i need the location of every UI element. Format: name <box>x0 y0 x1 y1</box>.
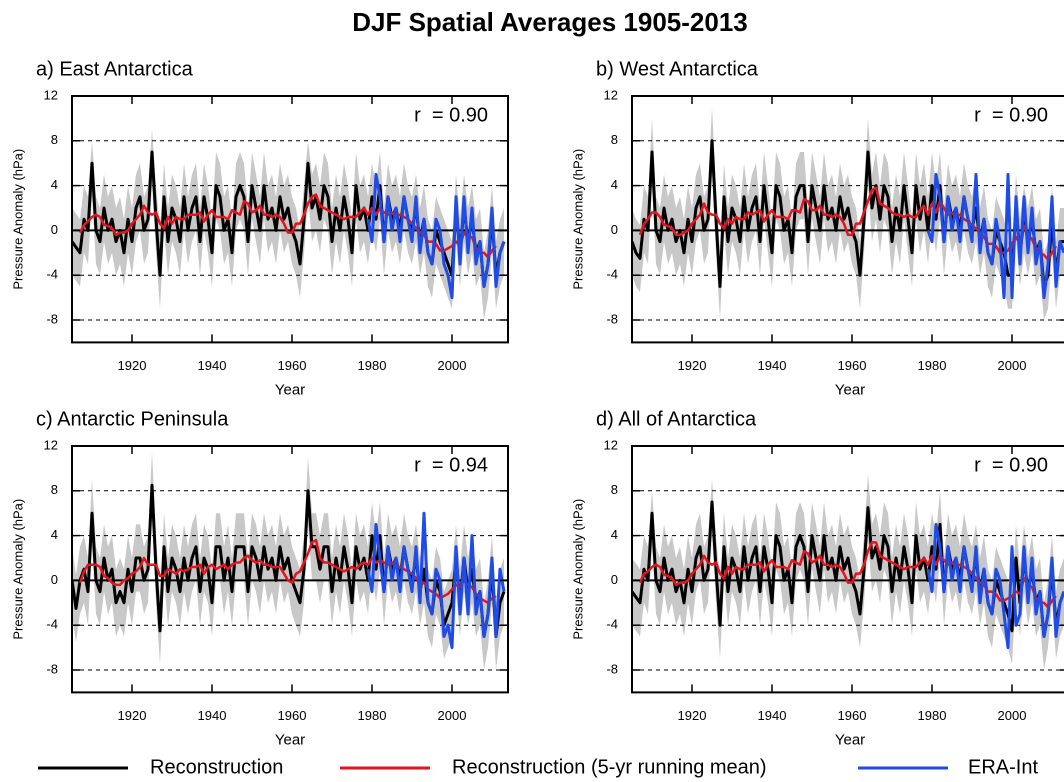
x-tick-label: 1960 <box>838 708 867 723</box>
y-tick-label: -4 <box>606 267 618 282</box>
plot-area <box>72 446 508 671</box>
x-tick-label: 1940 <box>198 358 227 373</box>
y-tick-label: -4 <box>46 617 58 632</box>
plot-area <box>632 96 1064 321</box>
plot-frame <box>71 445 509 694</box>
plot-area <box>72 96 508 321</box>
series-line <box>366 511 506 650</box>
x-tick-label: 2000 <box>438 358 467 373</box>
x-tick-label: 1980 <box>918 708 947 723</box>
legend-label: Reconstruction (5-yr running mean) <box>452 756 767 778</box>
y-tick-label: 0 <box>611 222 618 237</box>
plot-frame <box>631 445 1064 694</box>
y-tick-label: -8 <box>46 311 58 326</box>
plot-frame <box>631 95 1064 344</box>
uncertainty-band <box>632 474 1064 670</box>
x-tick-label: 1920 <box>678 358 707 373</box>
figure-title: DJF Spatial Averages 1905-2013 <box>352 7 748 37</box>
y-axis-label: Pressure Anomaly (hPa) <box>570 499 585 640</box>
x-axis-label: Year <box>835 731 865 748</box>
y-tick-label: 4 <box>51 177 58 192</box>
x-tick-label: 1920 <box>678 708 707 723</box>
y-tick-label: 12 <box>44 437 58 452</box>
annotation: r = 0.94 <box>414 454 488 476</box>
y-tick-label: -8 <box>606 311 618 326</box>
series-line <box>926 172 1064 300</box>
x-tick-label: 1920 <box>118 708 147 723</box>
annotation: r = 0.90 <box>974 454 1048 476</box>
y-tick-label: 0 <box>51 222 58 237</box>
x-tick-label: 1980 <box>918 358 947 373</box>
panel-title: d) All of Antarctica <box>596 408 757 430</box>
y-tick-label: -8 <box>46 661 58 676</box>
y-tick-label: 0 <box>51 572 58 587</box>
annotation: r = 0.90 <box>414 104 488 126</box>
y-tick-label: 4 <box>611 177 618 192</box>
panel-title: c) Antarctic Peninsula <box>36 408 229 430</box>
series-line <box>926 522 1064 650</box>
y-tick-label: 12 <box>604 87 618 102</box>
annotation: r = 0.90 <box>974 104 1048 126</box>
x-tick-label: 1940 <box>198 708 227 723</box>
x-axis-label: Year <box>835 381 865 398</box>
x-tick-label: 1960 <box>838 358 867 373</box>
x-tick-label: 1980 <box>358 358 387 373</box>
series-line <box>366 172 506 300</box>
x-tick-label: 1920 <box>118 358 147 373</box>
plot-frame <box>71 95 509 344</box>
legend-label: ERA-Int <box>968 756 1038 778</box>
y-tick-label: 0 <box>611 572 618 587</box>
y-axis-label: Pressure Anomaly (hPa) <box>570 149 585 290</box>
y-tick-label: 12 <box>44 87 58 102</box>
y-axis-label: Pressure Anomaly (hPa) <box>10 149 25 290</box>
y-tick-label: -4 <box>606 617 618 632</box>
y-tick-label: 8 <box>51 132 58 147</box>
y-tick-label: 4 <box>51 527 58 542</box>
y-tick-label: 4 <box>611 527 618 542</box>
y-tick-label: 12 <box>604 437 618 452</box>
y-axis-label: Pressure Anomaly (hPa) <box>10 499 25 640</box>
y-tick-label: 8 <box>611 482 618 497</box>
x-axis-label: Year <box>275 381 305 398</box>
x-tick-label: 1960 <box>278 358 307 373</box>
x-tick-label: 1960 <box>278 708 307 723</box>
x-tick-label: 2000 <box>998 358 1027 373</box>
y-tick-label: 8 <box>51 482 58 497</box>
panel-title: b) West Antarctica <box>596 58 759 80</box>
x-axis-label: Year <box>275 731 305 748</box>
x-tick-label: 2000 <box>438 708 467 723</box>
x-tick-label: 1980 <box>358 708 387 723</box>
y-tick-label: 8 <box>611 132 618 147</box>
x-tick-label: 2000 <box>998 708 1027 723</box>
y-tick-label: -4 <box>46 267 58 282</box>
plot-area <box>632 446 1064 671</box>
y-tick-label: -8 <box>606 661 618 676</box>
legend-label: Reconstruction <box>150 756 283 778</box>
x-tick-label: 1940 <box>758 358 787 373</box>
panel-title: a) East Antarctica <box>36 58 194 80</box>
x-tick-label: 1940 <box>758 708 787 723</box>
uncertainty-band <box>72 129 504 320</box>
